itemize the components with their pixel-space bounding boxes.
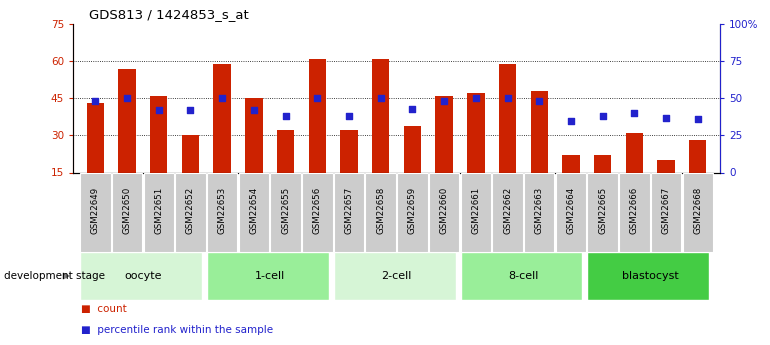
Text: oocyte: oocyte [124,271,162,281]
FancyBboxPatch shape [112,172,142,252]
FancyBboxPatch shape [429,172,460,252]
Point [597,114,609,119]
Text: GSM22663: GSM22663 [534,187,544,234]
Point [628,110,641,116]
FancyBboxPatch shape [333,252,456,300]
Text: GSM22661: GSM22661 [471,187,480,234]
Point [280,114,292,119]
Bar [467,93,484,172]
Text: GSM22658: GSM22658 [377,187,385,234]
Bar [372,59,390,172]
FancyBboxPatch shape [588,252,709,300]
Text: GSM22659: GSM22659 [408,187,417,234]
Point [121,96,133,101]
Point [533,99,545,104]
Point [660,115,672,120]
Text: development stage: development stage [4,271,105,281]
Text: GSM22660: GSM22660 [440,187,449,234]
Bar [213,64,231,172]
Bar [403,126,421,172]
FancyBboxPatch shape [207,172,237,252]
Text: GSM22654: GSM22654 [249,187,259,234]
FancyBboxPatch shape [366,172,396,252]
Point [374,96,387,101]
FancyBboxPatch shape [588,172,618,252]
Point [184,107,196,113]
Text: GSM22667: GSM22667 [661,187,671,234]
FancyBboxPatch shape [333,172,364,252]
Bar [435,96,453,172]
Point [407,106,419,111]
Point [248,107,260,113]
FancyBboxPatch shape [207,252,329,300]
Text: GSM22651: GSM22651 [154,187,163,234]
Text: GSM22649: GSM22649 [91,187,100,234]
Bar [626,133,643,172]
FancyBboxPatch shape [492,172,523,252]
FancyBboxPatch shape [270,172,301,252]
FancyBboxPatch shape [682,172,713,252]
Bar [594,155,611,172]
Point [691,116,704,122]
Text: GSM22662: GSM22662 [503,187,512,234]
Text: GSM22666: GSM22666 [630,187,639,234]
Bar [87,103,104,172]
FancyBboxPatch shape [302,172,333,252]
Text: GSM22652: GSM22652 [186,187,195,234]
FancyBboxPatch shape [143,172,174,252]
Text: 2-cell: 2-cell [381,271,412,281]
Point [216,96,229,101]
Text: 8-cell: 8-cell [508,271,538,281]
Bar [277,130,294,172]
Text: GSM22653: GSM22653 [218,187,226,234]
Bar [562,155,580,172]
Bar [119,69,136,172]
FancyBboxPatch shape [460,252,582,300]
FancyBboxPatch shape [460,172,491,252]
Text: GSM22656: GSM22656 [313,187,322,234]
Text: ■  percentile rank within the sample: ■ percentile rank within the sample [81,325,273,335]
Text: GSM22664: GSM22664 [567,187,575,234]
Point [343,114,355,119]
FancyBboxPatch shape [397,172,427,252]
Point [470,96,482,101]
Point [152,107,165,113]
Text: GSM22657: GSM22657 [344,187,353,234]
Bar [531,91,548,172]
Bar [658,160,675,172]
Bar [499,64,516,172]
FancyBboxPatch shape [239,172,269,252]
Text: GDS813 / 1424853_s_at: GDS813 / 1424853_s_at [89,8,248,21]
FancyBboxPatch shape [80,252,202,300]
FancyBboxPatch shape [556,172,586,252]
FancyBboxPatch shape [524,172,554,252]
Bar [245,98,263,172]
Text: GSM22665: GSM22665 [598,187,607,234]
FancyBboxPatch shape [651,172,681,252]
Text: 1-cell: 1-cell [255,271,285,281]
FancyBboxPatch shape [176,172,206,252]
Text: GSM22668: GSM22668 [693,187,702,234]
Bar [309,59,326,172]
Text: GSM22655: GSM22655 [281,187,290,234]
Bar [182,135,199,172]
Point [89,99,102,104]
Point [438,99,450,104]
Text: GSM22650: GSM22650 [122,187,132,234]
Bar [340,130,358,172]
FancyBboxPatch shape [80,172,111,252]
Point [564,118,577,123]
Point [311,96,323,101]
Point [501,96,514,101]
Bar [689,140,707,172]
FancyBboxPatch shape [619,172,650,252]
Text: ■  count: ■ count [81,304,126,314]
Text: blastocyst: blastocyst [622,271,678,281]
Bar [150,96,168,172]
